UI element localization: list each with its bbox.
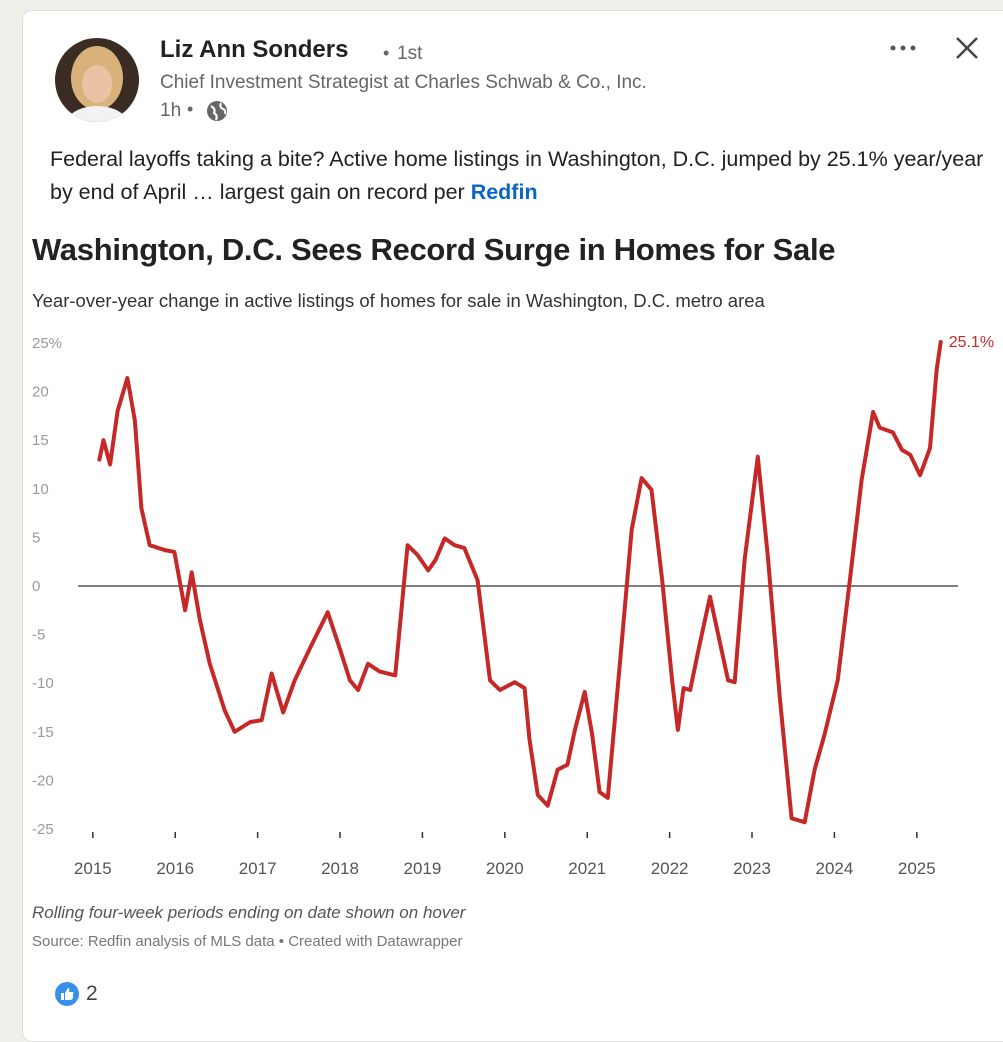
more-options-button[interactable] [890, 45, 916, 51]
avatar[interactable] [55, 38, 139, 140]
x-tick-label: 2022 [651, 859, 689, 878]
x-tick-label: 2015 [74, 859, 112, 878]
x-tick-label: 2024 [815, 859, 853, 878]
x-tick-label: 2025 [898, 859, 936, 878]
x-tick-label: 2016 [156, 859, 194, 878]
data-line [97, 340, 943, 825]
x-tick-label: 2019 [404, 859, 442, 878]
x-tick-label: 2017 [239, 859, 277, 878]
y-tick-label: -25 [32, 821, 54, 838]
y-tick-label: -20 [32, 772, 54, 789]
chart-title: Washington, D.C. Sees Record Surge in Ho… [32, 232, 836, 267]
chart-subtitle: Year-over-year change in active listings… [32, 290, 765, 311]
x-tick-label: 2021 [568, 859, 606, 878]
y-tick-label: 10 [32, 481, 49, 498]
globe-icon [207, 101, 227, 121]
y-tick-label: 25% [32, 335, 62, 352]
time-separator: • [187, 99, 194, 119]
post-card [22, 10, 1003, 1042]
x-tick-label: 2020 [486, 859, 524, 878]
y-tick-label: 15 [32, 432, 49, 449]
y-tick-label: -5 [32, 627, 45, 644]
author-name[interactable]: Liz Ann Sonders [160, 36, 349, 63]
y-tick-label: 0 [32, 578, 40, 595]
reaction-count[interactable]: 2 [86, 982, 98, 1005]
y-tick-label: 20 [32, 384, 49, 401]
connection-degree: 1st [397, 43, 423, 64]
x-tick-label: 2018 [321, 859, 359, 878]
end-label: 25.1% [949, 334, 994, 351]
y-tick-label: -10 [32, 675, 54, 692]
x-tick-label: 2023 [733, 859, 771, 878]
y-tick-label: 5 [32, 529, 40, 546]
degree-separator: • [383, 43, 390, 63]
post-header-graphics [55, 37, 978, 140]
like-icon[interactable] [54, 981, 80, 1007]
close-button[interactable] [956, 37, 978, 59]
chart: -25 -20 -15 -10 -5 0 5 10 15 20 25% 2015 2016 2017 201… [32, 334, 994, 878]
post-time: 1h [160, 100, 182, 121]
y-tick-label: -15 [32, 724, 54, 741]
chart-source: Source: Redfin analysis of MLS data • Cr… [32, 933, 463, 950]
post-body: Federal layoffs taking a bite? Active ho… [50, 147, 984, 204]
post-text: Federal layoffs taking a bite? Active ho… [50, 143, 985, 209]
post-link[interactable]: Redfin [470, 180, 538, 204]
chart-note: Rolling four-week periods ending on date… [32, 903, 466, 922]
author-headline: Chief Investment Strategist at Charles S… [160, 72, 647, 93]
